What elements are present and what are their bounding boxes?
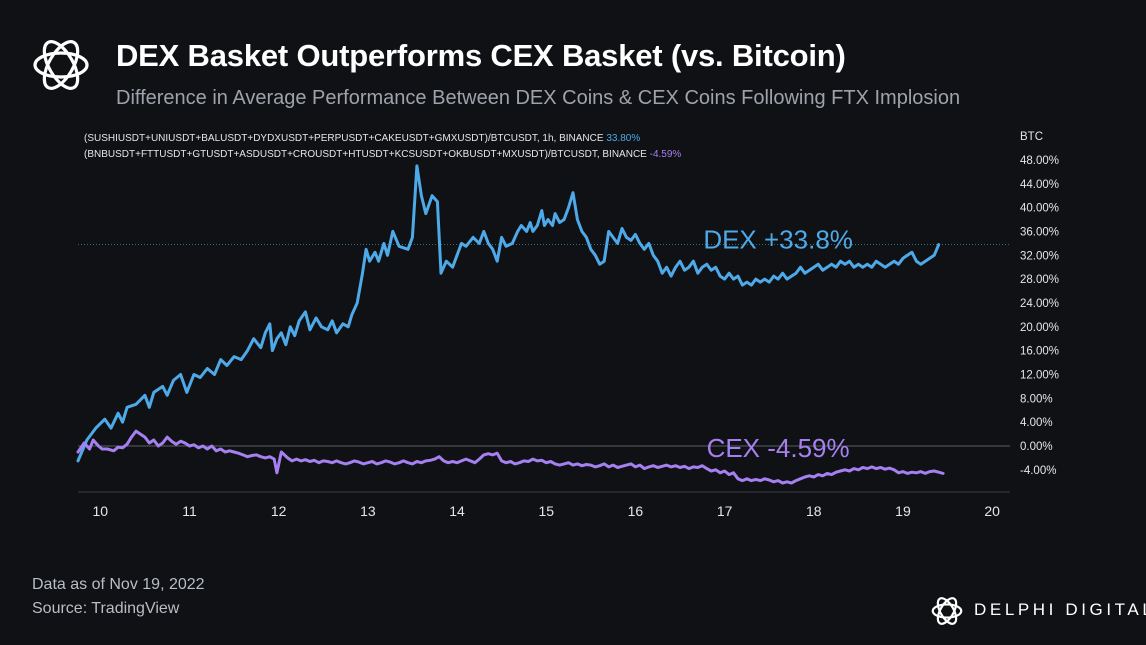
x-tick-label: 19: [895, 503, 911, 519]
legend-entry: (BNBUSDT+FTTUSDT+GTUSDT+ASDUSDT+CROUSDT+…: [84, 149, 681, 160]
y-tick-label: 0.00%: [1020, 441, 1053, 453]
delphi-brand-icon: [931, 597, 963, 625]
delphi-logo-icon: [33, 40, 89, 90]
y-tick-label: 40.00%: [1020, 203, 1059, 215]
y-tick-label: 48.00%: [1020, 155, 1059, 167]
legend-value: 33.80%: [606, 133, 640, 144]
x-tick-label: 12: [271, 503, 287, 519]
data-date-note: Data as of Nov 19, 2022: [32, 576, 205, 593]
x-tick-label: 20: [984, 503, 1000, 519]
legend-value: -4.59%: [650, 149, 682, 160]
chart-title: DEX Basket Outperforms CEX Basket (vs. B…: [116, 38, 846, 73]
x-tick-label: 18: [806, 503, 822, 519]
x-tick-label: 14: [449, 503, 465, 519]
y-tick-label: 44.00%: [1020, 179, 1059, 191]
y-tick-label: 32.00%: [1020, 250, 1059, 262]
y-tick-label: 4.00%: [1020, 417, 1053, 429]
x-tick-label: 15: [538, 503, 554, 519]
x-tick-label: 11: [182, 503, 197, 519]
y-tick-label: -4.00%: [1020, 465, 1056, 477]
y-tick-label: 20.00%: [1020, 322, 1059, 334]
y-tick-label: 28.00%: [1020, 274, 1059, 286]
x-tick-label: 17: [717, 503, 733, 519]
x-tick-label: 13: [360, 503, 376, 519]
x-tick-label: 10: [93, 503, 109, 519]
y-tick-label: 24.00%: [1020, 298, 1059, 310]
dex-annotation: DEX +33.8%: [703, 224, 853, 254]
y-tick-label: 36.00%: [1020, 226, 1059, 238]
chart-subtitle: Difference in Average Performance Betwee…: [116, 87, 961, 109]
dex-series-line: [76, 164, 941, 463]
legend-entry: (SUSHIUSDT+UNIUSDT+BALUSDT+DYDXUSDT+PERP…: [84, 133, 640, 144]
y-axis-unit: BTC: [1020, 131, 1043, 143]
cex-series-line: [76, 429, 945, 485]
y-tick-label: 8.00%: [1020, 393, 1053, 405]
cex-annotation: CEX -4.59%: [707, 433, 850, 463]
x-tick-label: 16: [628, 503, 644, 519]
y-tick-label: 16.00%: [1020, 346, 1059, 358]
brand-name: DELPHI DIGITAL: [974, 600, 1146, 619]
source-note: Source: TradingView: [32, 600, 180, 617]
y-tick-label: 12.00%: [1020, 369, 1059, 381]
